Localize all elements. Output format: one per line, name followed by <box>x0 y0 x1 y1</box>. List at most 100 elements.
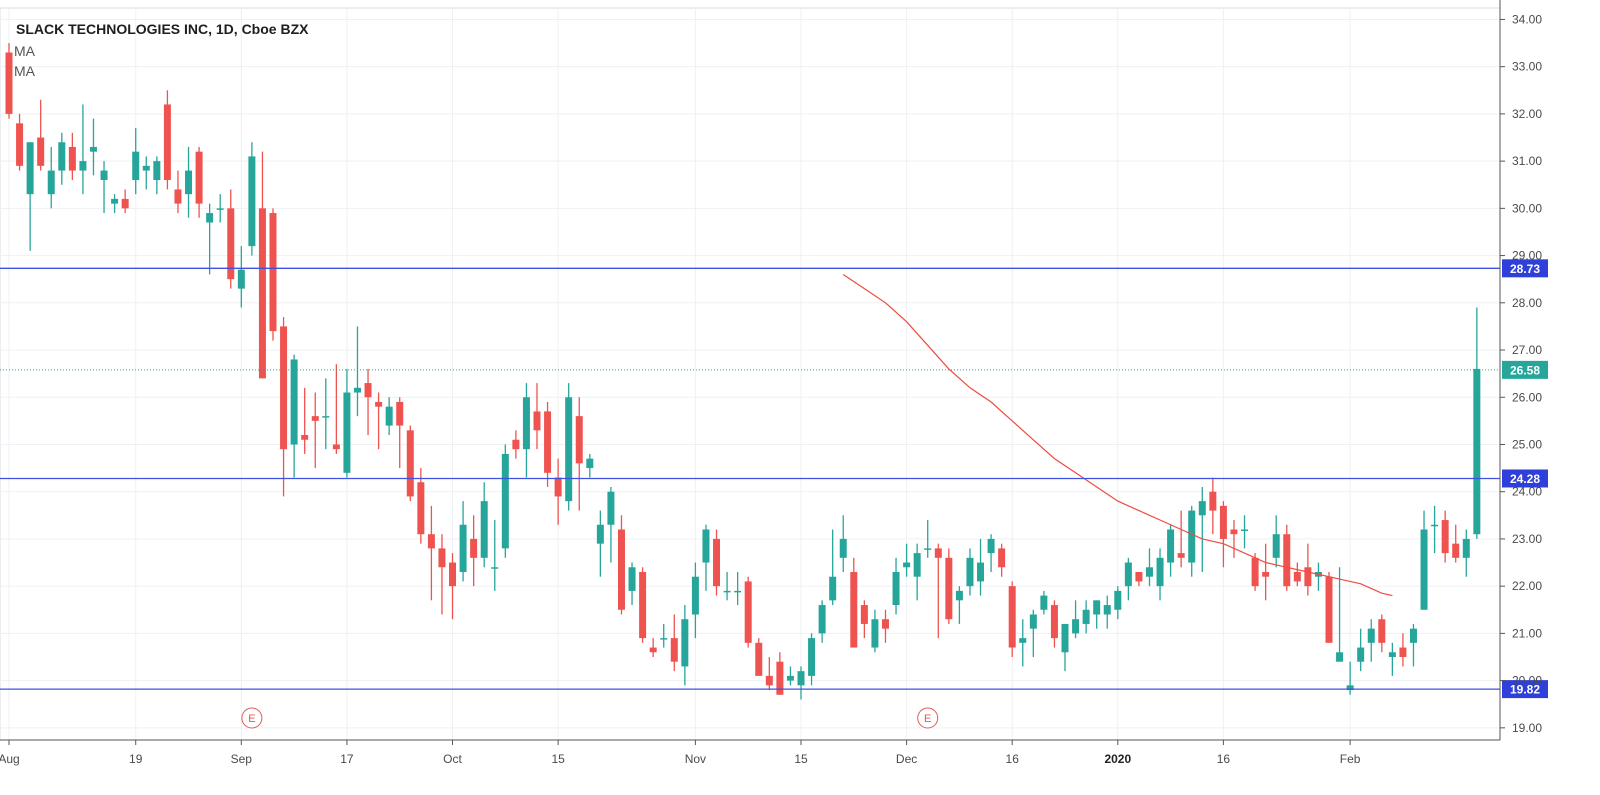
y-tick-label: 32.00 <box>1512 107 1542 121</box>
candle <box>945 548 953 624</box>
candle <box>163 90 171 190</box>
candle <box>639 567 647 643</box>
earnings-event-circle[interactable] <box>917 707 939 729</box>
candle <box>111 194 119 214</box>
candle <box>744 576 752 648</box>
candle-body <box>1304 567 1312 587</box>
candle-body <box>998 548 1006 568</box>
candle-body <box>691 576 699 615</box>
candle <box>100 161 108 214</box>
candle <box>375 392 383 450</box>
candle <box>850 557 858 648</box>
axes-layer: 19.00 20.00 21.00 22.00 23.00 24.00 25.00 26.00… <box>0 0 1542 766</box>
candle-body <box>1019 638 1027 643</box>
candle <box>1114 586 1122 620</box>
candle <box>776 652 784 695</box>
indicator-label-ma-1[interactable]: MA <box>14 43 36 59</box>
y-tick-label: 31.00 <box>1512 154 1542 168</box>
y-tick-label: 22.00 <box>1512 579 1542 593</box>
candle-body <box>111 198 119 204</box>
candle <box>1061 623 1069 672</box>
moving-average-layer <box>842 274 1393 597</box>
candle <box>1462 529 1470 577</box>
candle <box>237 246 245 308</box>
candle <box>554 458 562 525</box>
candle-body <box>871 619 879 648</box>
candle-body <box>808 638 816 676</box>
candle-body <box>332 444 340 450</box>
candle <box>786 666 794 686</box>
level-price-tag-label: 19.82 <box>1510 683 1540 697</box>
last-price-tag <box>1502 360 1548 379</box>
indicator-label-ma-2[interactable]: MA <box>14 63 36 79</box>
y-tick-label: 30.00 <box>1512 201 1542 215</box>
candle-body <box>544 411 552 473</box>
candle <box>934 543 942 639</box>
earnings-event-circle[interactable] <box>241 707 263 729</box>
x-tick-label: 15 <box>551 752 565 766</box>
candle-body <box>375 401 383 407</box>
candle <box>1029 609 1037 657</box>
candle-body <box>206 213 214 223</box>
candle <box>1209 477 1217 535</box>
candle-body <box>396 401 404 426</box>
candle-body <box>79 161 87 171</box>
candle-body <box>1452 543 1460 558</box>
candle-body <box>881 619 889 629</box>
candle <box>332 364 340 454</box>
x-tick-label: 16 <box>1006 752 1020 766</box>
candle <box>1177 510 1185 568</box>
candle-body <box>1272 534 1280 558</box>
candle-body <box>850 571 858 648</box>
candle <box>396 397 404 469</box>
earnings-event-marker[interactable]: E <box>241 707 263 729</box>
y-tick-label: 26.00 <box>1512 390 1542 404</box>
candle-body <box>586 458 594 469</box>
earnings-event-marker[interactable]: E <box>917 707 939 729</box>
candle-body <box>1135 571 1143 582</box>
candle <box>860 600 868 639</box>
candle-body <box>322 416 330 418</box>
candle-body <box>945 557 953 620</box>
candle <box>691 562 699 639</box>
candle <box>1420 510 1428 610</box>
candle-body <box>1061 623 1069 653</box>
candle <box>501 444 509 558</box>
candle <box>713 529 721 596</box>
candles-layer <box>5 43 1481 700</box>
candle <box>723 571 731 601</box>
candle <box>206 203 214 275</box>
candle <box>1188 505 1196 577</box>
candle <box>871 609 879 653</box>
candle-body <box>459 524 467 572</box>
candle-body <box>248 156 256 247</box>
candle <box>628 562 636 606</box>
candle-body <box>480 501 488 558</box>
candle <box>301 387 309 454</box>
candle <box>1082 600 1090 634</box>
candle-body <box>1251 557 1259 587</box>
candle <box>1357 628 1365 672</box>
candle <box>1304 543 1312 596</box>
candle <box>364 368 372 436</box>
candle <box>1050 600 1058 648</box>
candle <box>1272 515 1280 568</box>
candle <box>1230 520 1238 558</box>
candle-body <box>1325 576 1333 643</box>
candle-body <box>1367 628 1375 643</box>
candle-body <box>977 562 985 582</box>
candle <box>1019 619 1027 667</box>
x-tick-label: 19 <box>129 752 143 766</box>
candle-body <box>670 638 678 662</box>
x-tick-label: Oct <box>443 752 462 766</box>
candle <box>26 142 34 251</box>
candle <box>1441 510 1449 563</box>
candle <box>427 505 435 601</box>
candle-body <box>596 524 604 544</box>
candle <box>818 600 826 643</box>
candle-body <box>829 576 837 601</box>
candle-body <box>227 208 235 280</box>
candle <box>522 383 530 478</box>
candle <box>195 146 203 218</box>
